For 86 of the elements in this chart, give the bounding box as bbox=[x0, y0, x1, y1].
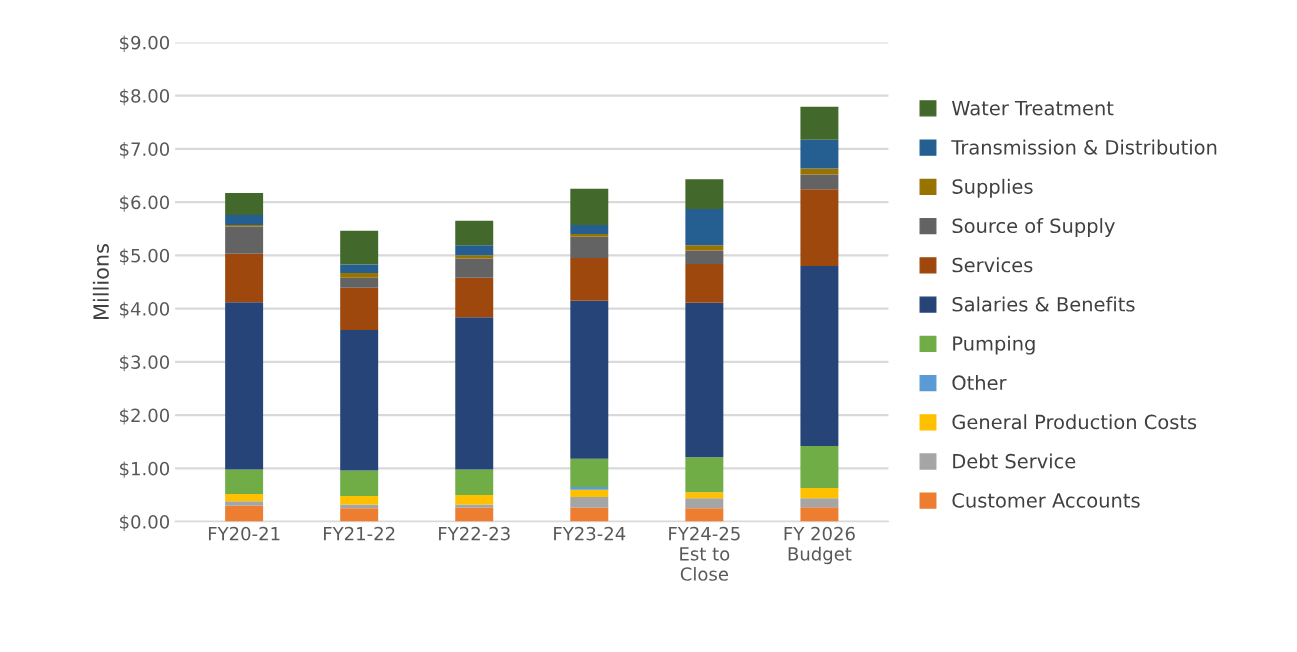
bar bbox=[225, 302, 264, 470]
bar bbox=[800, 139, 839, 169]
bar bbox=[800, 106, 839, 140]
bar bbox=[800, 266, 839, 446]
bar bbox=[570, 497, 609, 508]
bar bbox=[340, 277, 379, 288]
bar bbox=[340, 230, 379, 265]
bar bbox=[455, 507, 494, 522]
bar bbox=[455, 220, 494, 246]
bar bbox=[685, 457, 724, 493]
bar bbox=[455, 469, 494, 495]
y-axis-title: Millions bbox=[92, 244, 109, 319]
legend-label: Pumping bbox=[953, 335, 1035, 355]
y-tick-label: $7.00 bbox=[120, 142, 170, 159]
legend-label: Other bbox=[952, 375, 1007, 391]
x-tick-label: FY 2026 Budget bbox=[784, 526, 855, 565]
bar bbox=[685, 492, 724, 499]
bar bbox=[455, 504, 494, 508]
bar bbox=[570, 458, 609, 487]
bar bbox=[685, 302, 724, 458]
bar bbox=[225, 214, 264, 226]
legend-label: Supplies bbox=[952, 178, 1033, 198]
bar bbox=[570, 236, 609, 259]
bar bbox=[225, 226, 264, 254]
bar bbox=[340, 470, 379, 497]
bar bbox=[570, 489, 609, 498]
y-tick-label: $2.00 bbox=[120, 408, 170, 425]
bar bbox=[570, 258, 609, 301]
legend-label: Debt Service bbox=[953, 453, 1076, 469]
legend-label: Transmission & Distribution bbox=[951, 139, 1217, 155]
bar bbox=[340, 496, 379, 505]
bar bbox=[455, 255, 494, 259]
legend-label: Services bbox=[952, 257, 1033, 273]
bar bbox=[800, 189, 839, 267]
y-tick-label: $8.00 bbox=[120, 88, 170, 106]
bar bbox=[685, 498, 724, 509]
bar bbox=[685, 179, 724, 210]
x-tick-label: FY23-24 bbox=[554, 526, 626, 541]
y-tick-label: $0.00 bbox=[120, 514, 170, 532]
legend-label: Source of Supply bbox=[952, 218, 1115, 237]
bar bbox=[340, 272, 379, 278]
legend-label: Customer Accounts bbox=[952, 493, 1140, 508]
legend-label: Salaries & Benefits bbox=[952, 296, 1135, 312]
legend-label: General Production Costs bbox=[952, 414, 1197, 430]
y-tick-label: $1.00 bbox=[120, 461, 170, 478]
bar bbox=[800, 498, 839, 508]
x-tick-label: FY22-23 bbox=[439, 526, 510, 541]
bar bbox=[685, 245, 724, 251]
bar bbox=[800, 507, 839, 522]
legend-label: Water Treatment bbox=[951, 100, 1114, 116]
bar bbox=[455, 317, 494, 470]
bar bbox=[455, 277, 494, 318]
bar bbox=[570, 507, 609, 522]
x-tick-label: FY24-25 Est to Close bbox=[669, 526, 740, 581]
bar bbox=[225, 253, 264, 303]
y-tick-label: $9.00 bbox=[120, 35, 170, 52]
bar bbox=[455, 258, 494, 278]
bar bbox=[570, 225, 609, 235]
y-tick-label: $3.00 bbox=[120, 355, 170, 372]
y-tick-label: $6.00 bbox=[120, 195, 170, 212]
bar bbox=[570, 300, 609, 459]
bar bbox=[685, 209, 724, 246]
bar bbox=[340, 508, 379, 522]
bar bbox=[455, 245, 494, 256]
bar bbox=[225, 469, 264, 494]
bar bbox=[685, 508, 724, 522]
bar bbox=[340, 287, 379, 330]
bar bbox=[225, 501, 264, 506]
bar bbox=[570, 486, 609, 490]
bar bbox=[340, 264, 379, 273]
bar bbox=[685, 263, 724, 303]
bar bbox=[570, 188, 609, 226]
bar bbox=[800, 174, 839, 190]
bar bbox=[455, 494, 494, 505]
x-tick-label: FY20-21 bbox=[208, 526, 280, 541]
bar bbox=[800, 445, 839, 489]
bar bbox=[685, 250, 724, 264]
bar bbox=[225, 493, 264, 502]
bar bbox=[225, 193, 264, 215]
x-tick-label: FY21-22 bbox=[324, 526, 395, 541]
y-tick-label: $5.00 bbox=[120, 248, 170, 265]
bar bbox=[340, 329, 379, 471]
bar bbox=[225, 505, 264, 522]
bar bbox=[570, 234, 609, 237]
y-tick-label: $4.00 bbox=[120, 301, 170, 319]
bar bbox=[800, 488, 839, 499]
